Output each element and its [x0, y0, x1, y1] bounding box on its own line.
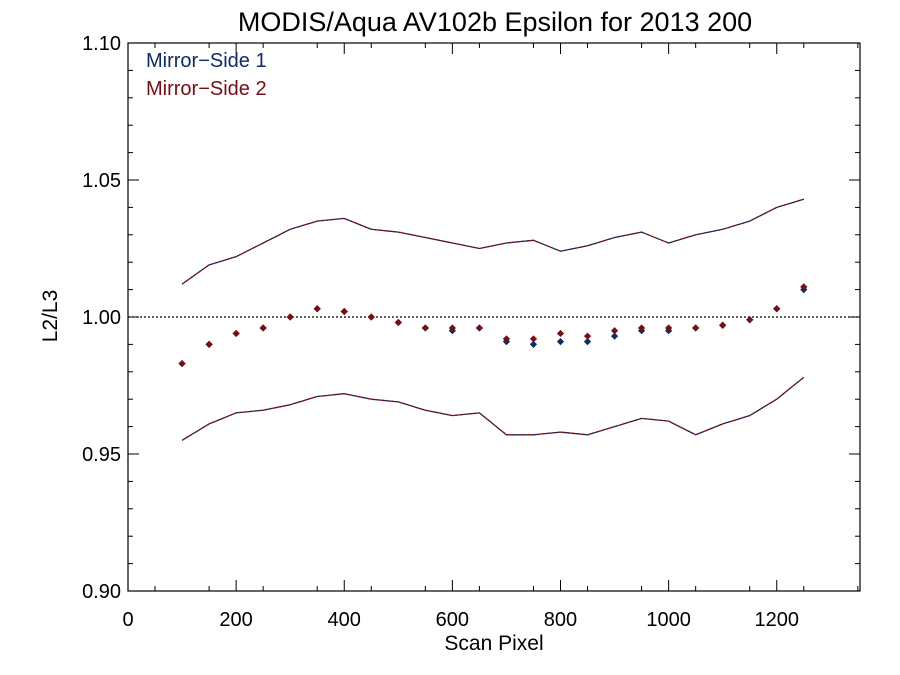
- y-tick-label: 0.90: [82, 581, 121, 603]
- axis-ticks: 0 200 400 600 800 1000 1200 0.90 0.95 1.00 1.05 1.1…: [82, 33, 860, 631]
- series-2-point: [583, 332, 592, 340]
- x-tick-label: 200: [219, 609, 252, 631]
- series-2-point: [665, 324, 673, 332]
- legend-mirror-side-2: Mirror−Side 2: [146, 78, 267, 100]
- x-tick-label: 800: [544, 609, 577, 631]
- series-2-point: [340, 307, 348, 316]
- series-2-point: [746, 316, 754, 324]
- y-tick-label: 1.10: [82, 33, 121, 55]
- x-tick-label: 0: [122, 609, 133, 631]
- series-1-lower-line: [181, 376, 805, 441]
- series-1-point: [583, 338, 592, 346]
- series-2-point: [232, 329, 240, 338]
- y-tick-label: 0.95: [82, 444, 121, 466]
- series-1-upper-line: [181, 198, 804, 285]
- y-tick-label: 1.05: [82, 170, 121, 192]
- series-2-point: [637, 324, 646, 332]
- series-2-point: [421, 324, 429, 332]
- x-axis-label: Scan Pixel: [444, 632, 543, 655]
- series-2-point: [394, 318, 402, 327]
- series-2-upper-line: [181, 198, 804, 285]
- points-layer: [178, 283, 808, 368]
- x-tick-label: 400: [328, 609, 361, 631]
- series-2-point: [475, 324, 484, 332]
- x-tick-label: 1200: [754, 609, 799, 631]
- series-1-point: [556, 338, 565, 346]
- series-2-point: [692, 324, 700, 332]
- envelope-layer: [181, 198, 805, 441]
- chart-title: MODIS/Aqua AV102b Epsilon for 2013 200: [238, 7, 752, 37]
- series-2-point: [259, 324, 267, 332]
- series-2-point: [800, 283, 808, 291]
- x-tick-label: 600: [436, 609, 469, 631]
- series-2-point: [719, 321, 727, 329]
- x-tick-label: 1000: [646, 609, 691, 631]
- series-2-point: [502, 335, 511, 343]
- series-1-point: [610, 332, 619, 340]
- series-2-point: [773, 305, 781, 313]
- series-2-point: [610, 327, 619, 335]
- legend-mirror-side-1: Mirror−Side 1: [146, 50, 267, 72]
- y-tick-label: 1.00: [82, 307, 121, 329]
- series-2-lower-line: [181, 376, 805, 441]
- series-2-point: [178, 359, 186, 368]
- series-1-point: [529, 340, 538, 348]
- series-2-point: [556, 329, 565, 338]
- y-axis-label: L2/L3: [39, 290, 62, 343]
- series-2-point: [529, 335, 538, 343]
- series-2-point: [313, 305, 321, 313]
- series-2-point: [367, 313, 375, 321]
- series-2-point: [286, 313, 294, 321]
- series-2-point: [205, 340, 213, 348]
- series-2-point: [448, 324, 456, 332]
